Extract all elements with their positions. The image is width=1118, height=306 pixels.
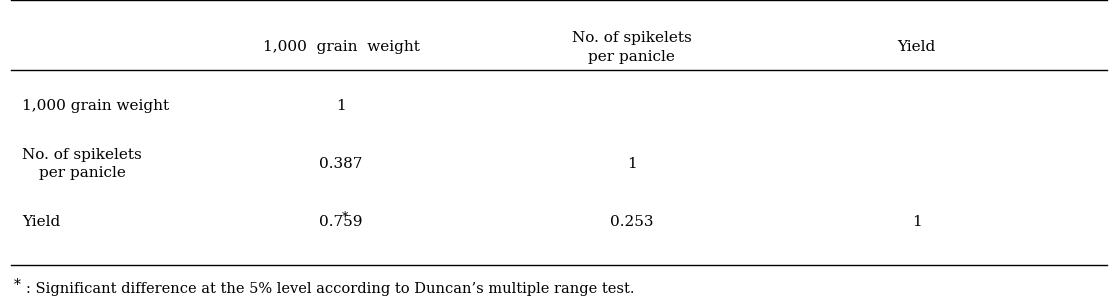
Text: 1,000  grain  weight: 1,000 grain weight — [263, 40, 419, 54]
Text: Yield: Yield — [898, 40, 936, 54]
Text: 0.387: 0.387 — [320, 157, 362, 171]
Text: : Significant difference at the 5% level according to Duncan’s multiple range te: : Significant difference at the 5% level… — [26, 282, 634, 296]
Text: 1,000 grain weight: 1,000 grain weight — [22, 99, 170, 113]
Text: Yield: Yield — [22, 215, 60, 229]
Text: *: * — [13, 278, 20, 292]
Text: No. of spikelets
per panicle: No. of spikelets per panicle — [571, 31, 692, 64]
Text: 1: 1 — [912, 215, 921, 229]
Text: 1: 1 — [627, 157, 636, 171]
Text: 0.253: 0.253 — [610, 215, 653, 229]
Text: *: * — [341, 211, 348, 224]
Text: No. of spikelets
per panicle: No. of spikelets per panicle — [22, 147, 142, 180]
Text: 1: 1 — [337, 99, 345, 113]
Text: 0.759: 0.759 — [320, 215, 362, 229]
